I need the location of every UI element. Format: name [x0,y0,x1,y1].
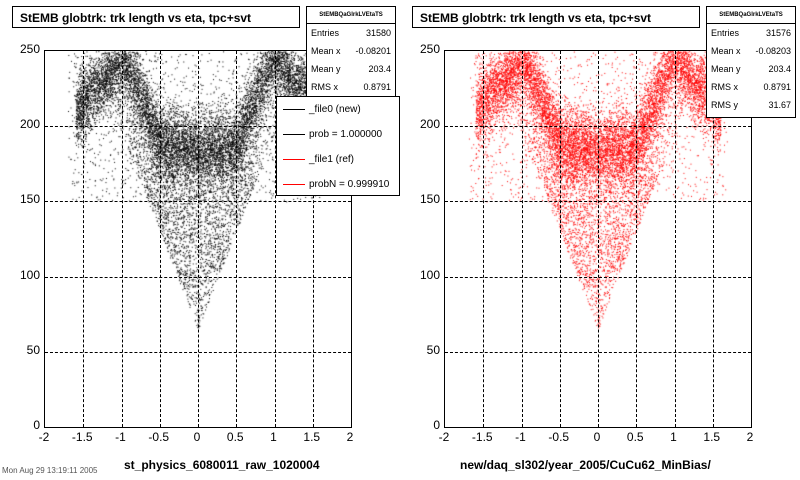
y-tick-label: 50 [26,342,40,357]
grid-line [483,51,485,427]
stats-row: Mean x -0.08203 [711,46,791,56]
legend-entry: probN = 0.999910 [277,172,399,195]
y-tick-label: 200 [419,117,440,132]
grid-line [636,51,638,427]
x-tick-label: -0.5 [548,430,570,444]
x-tick-label: -1.5 [471,430,493,444]
x-tick-label: -1 [515,430,526,444]
grid-line [521,51,523,427]
stats-row: RMS y 31.67 [711,100,791,110]
stats-row: Mean x -0.08201 [311,46,391,56]
x-tick-label: -2 [38,430,50,444]
x-tick-label: 1.5 [703,430,721,444]
grid-line [598,51,599,427]
x-tick-label: 1 [670,430,677,444]
y-tick-label: 0 [433,418,440,432]
stats-row: Mean y 203.4 [311,64,391,74]
x-tick-label: 2 [746,430,754,444]
x-tick-label: -0.5 [148,430,170,444]
y-tick-label: 100 [19,267,40,282]
stats-name: StEMBQaGlrkLVEtaTS [707,7,795,24]
y-tick-label: 100 [419,267,440,282]
x-tick-label: 1 [270,430,277,444]
legend: _file0 (new) prob = 1.000000 _file1 (ref… [276,96,400,196]
grid-line [712,51,714,427]
grid-line [121,51,123,427]
y-tick-label: 150 [19,192,40,207]
stats-row: Entries 31576 [711,28,791,38]
left-panel: StEMB globtrk: trk length vs eta, tpc+sv… [12,6,400,472]
y-tick-label: 250 [19,42,40,56]
plot-title: StEMB globtrk: trk length vs eta, tpc+sv… [412,6,700,28]
stats-name: StEMBQaGlrkLVEtaTS [307,7,395,24]
x-tick-label: 0.5 [226,430,244,444]
grid-line [674,51,676,427]
x-tick-label: 0.5 [626,430,644,444]
grid-line [312,51,314,427]
stats-row: Mean y 203.4 [711,64,791,74]
legend-entry: _file1 (ref) [277,147,399,172]
timestamp: Mon Aug 29 13:19:11 2005 [2,466,98,475]
y-tick-label: 0 [33,418,40,432]
legend-entry: prob = 1.000000 [277,122,399,147]
grid-line [236,51,238,427]
grid-line [159,51,161,427]
x-tick-label: -1.5 [71,430,93,444]
legend-entry: _file0 (new) [277,97,399,122]
stats-row: RMS x 0.8791 [711,82,791,92]
x-tick-label: -2 [438,430,450,444]
y-tick-label: 250 [419,42,440,56]
grid-line [198,51,199,427]
grid-line [83,51,85,427]
stats-row: Entries 31580 [311,28,391,38]
stats-box: StEMBQaGlrkLVEtaTS Entries 31576 Mean x -0… [706,6,796,118]
x-tick-label: 0 [193,430,201,444]
y-tick-label: 50 [426,342,440,357]
x-tick-label: 2 [346,430,354,444]
x-tick-label: 0 [593,430,601,444]
x-tick-label: 1.5 [303,430,321,444]
grid-line [274,51,276,427]
y-tick-label: 200 [19,117,40,132]
x-axis-label: new/daq_sl302/year_2005/CuCu62_MinBias/ [460,458,711,472]
x-tick-label: -1 [115,430,126,444]
y-tick-label: 150 [419,192,440,207]
x-axis-label: st_physics_6080011_raw_1020004 [124,458,320,472]
right-panel: StEMB globtrk: trk length vs eta, tpc+sv… [400,0,800,480]
stats-row: RMS x 0.8791 [311,82,391,92]
plot-title: StEMB globtrk: trk length vs eta, tpc+sv… [12,6,300,28]
grid-line [559,51,561,427]
plot-frame [444,50,752,428]
